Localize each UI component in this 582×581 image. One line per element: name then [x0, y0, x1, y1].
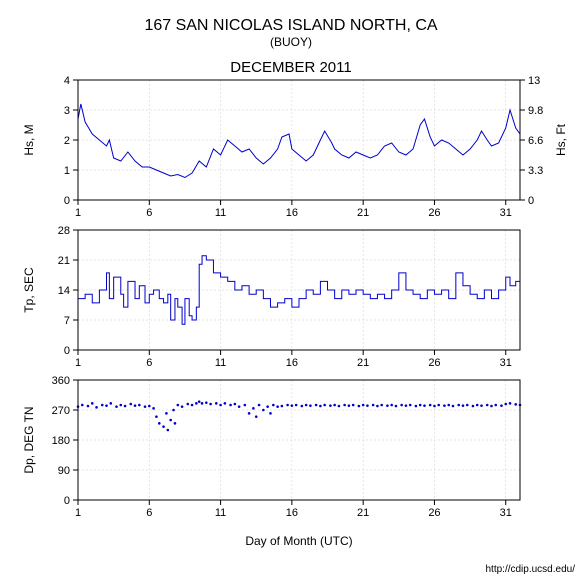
y-axis-label: Dp, DEG TN	[22, 406, 36, 473]
credit-text: http://cdip.ucsd.edu/	[485, 564, 575, 575]
x-tick-label: 31	[500, 357, 512, 369]
y-tick-label: 180	[52, 435, 70, 447]
x-tick-label: 26	[428, 507, 440, 519]
y-tick-label: 0	[64, 495, 70, 507]
x-tick-label: 21	[357, 207, 369, 219]
x-tick-label: 16	[286, 357, 298, 369]
x-tick-label: 6	[146, 507, 152, 519]
y-tick-label: 360	[52, 375, 70, 387]
y-tick-label-right: 6.6	[528, 135, 543, 147]
y-tick-label: 4	[64, 75, 70, 87]
y-tick-label-right: 0	[528, 195, 534, 207]
x-tick-label: 11	[215, 207, 226, 219]
x-tick-label: 6	[146, 357, 152, 369]
y-tick-label: 14	[58, 285, 70, 297]
y-tick-label: 7	[64, 315, 70, 327]
y-tick-label-right: 13	[528, 75, 540, 87]
y-tick-label: 90	[58, 465, 70, 477]
x-tick-label: 16	[286, 207, 298, 219]
x-tick-label: 31	[500, 507, 512, 519]
x-tick-label: 26	[428, 357, 440, 369]
y-tick-label: 28	[58, 225, 70, 237]
x-tick-label: 11	[215, 507, 226, 519]
period-title: DECEMBER 2011	[230, 59, 351, 76]
subtitle: (BUOY)	[270, 35, 312, 49]
x-tick-label: 21	[357, 507, 369, 519]
x-tick-label: 1	[75, 207, 81, 219]
x-axis-label: Day of Month (UTC)	[245, 534, 352, 548]
y-tick-label: 1	[64, 165, 70, 177]
x-tick-label: 31	[500, 207, 512, 219]
y-tick-label-right: 9.8	[528, 105, 543, 117]
y-tick-label: 0	[64, 195, 70, 207]
y-tick-label: 21	[58, 255, 70, 267]
y-axis-label-right: Hs, Ft	[554, 123, 568, 156]
x-tick-label: 6	[146, 207, 152, 219]
x-tick-label: 16	[286, 507, 298, 519]
y-tick-label: 3	[64, 105, 70, 117]
y-axis-label: Hs, M	[22, 124, 36, 155]
x-tick-label: 1	[75, 507, 81, 519]
y-axis-label: Tp, SEC	[22, 267, 36, 313]
x-tick-label: 21	[357, 357, 369, 369]
buoy-chart: 167 SAN NICOLAS ISLAND NORTH, CA(BUOY) DE…	[0, 0, 582, 581]
y-tick-label-right: 3.3	[528, 165, 543, 177]
x-tick-label: 11	[215, 357, 226, 369]
y-tick-label: 270	[52, 405, 70, 417]
x-tick-label: 26	[428, 207, 440, 219]
y-tick-label: 0	[64, 345, 70, 357]
main-title: 167 SAN NICOLAS ISLAND NORTH, CA	[144, 17, 437, 34]
x-tick-label: 1	[75, 357, 81, 369]
y-tick-label: 2	[64, 135, 70, 147]
